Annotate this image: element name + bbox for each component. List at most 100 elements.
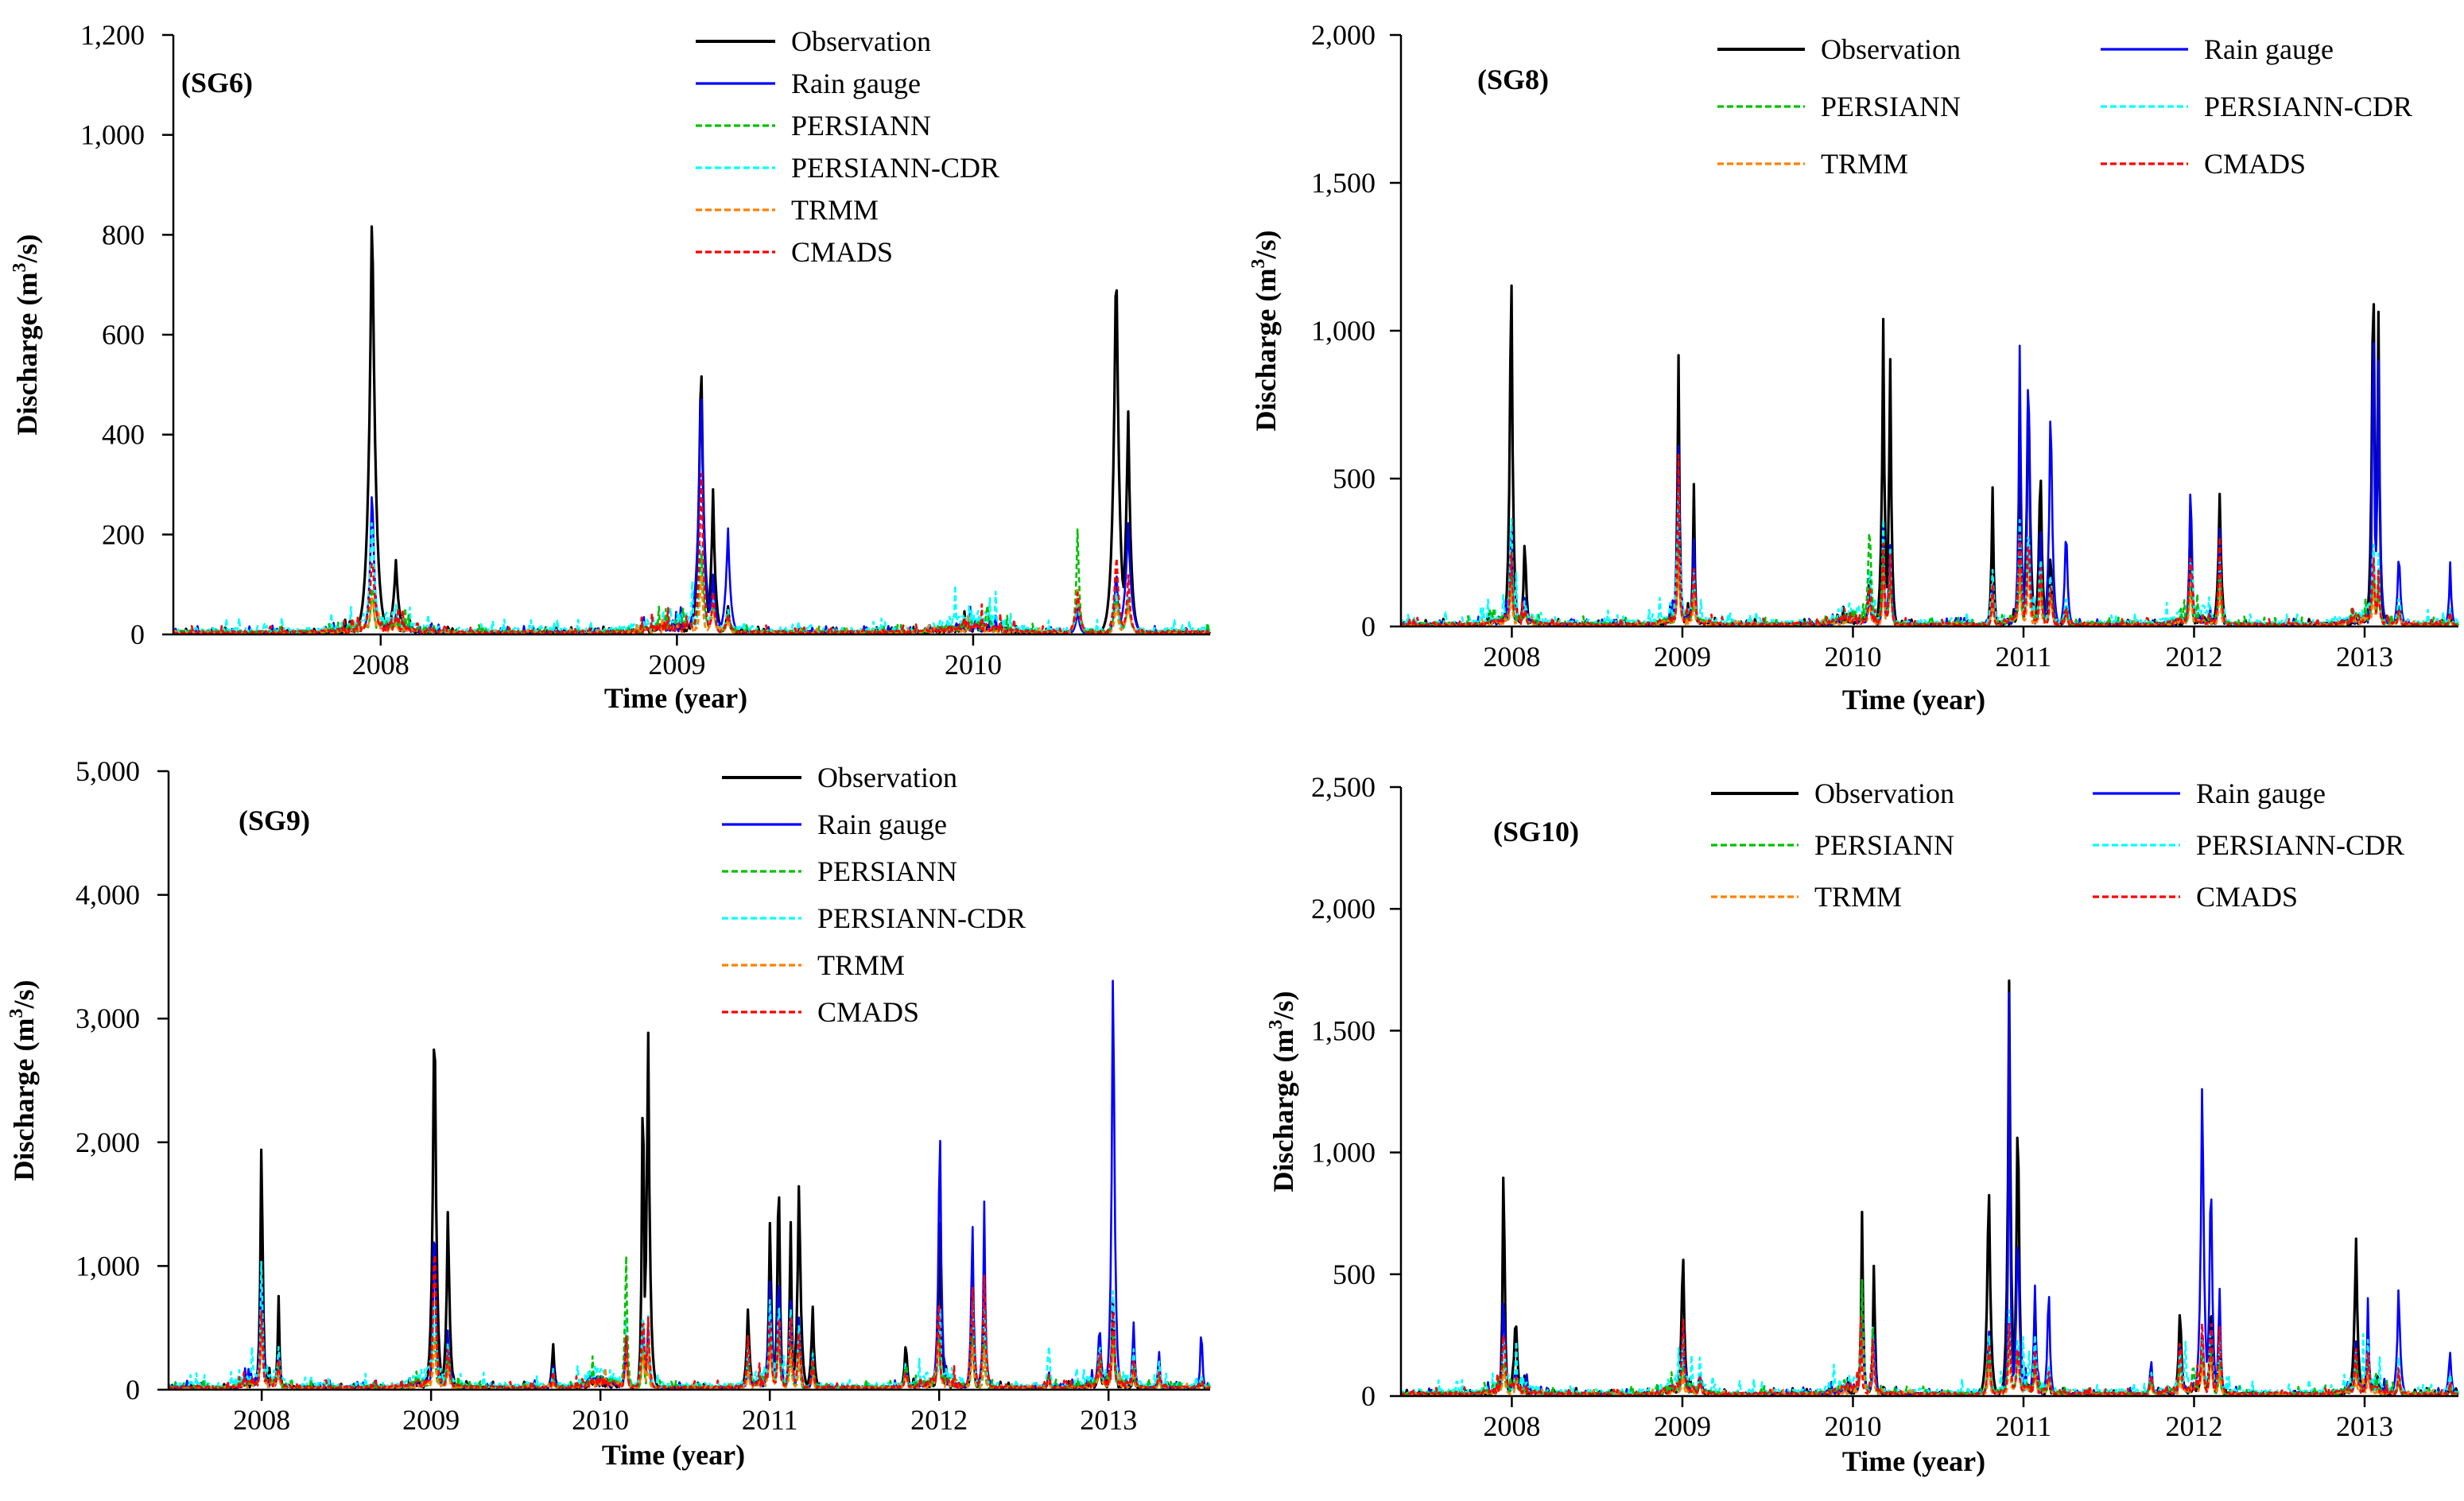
y-tick-label: 1,500 bbox=[1311, 1014, 1376, 1046]
series-line-rain-gauge bbox=[168, 979, 1211, 1390]
x-tick-label: 2011 bbox=[1996, 1410, 2052, 1442]
series-line-observation bbox=[167, 1031, 1211, 1390]
legend-label: Rain gauge bbox=[2204, 33, 2334, 65]
series-line-rain-gauge bbox=[1399, 342, 2459, 627]
legend-label: Observation bbox=[817, 762, 957, 793]
x-tick-label: 2013 bbox=[1080, 1404, 1137, 1436]
x-tick-label: 2010 bbox=[1824, 641, 1881, 673]
chart-panel-sg8: 0 500 1,000 1,500 2,000 2008 2009 2010 2011 2012 2… bbox=[1248, 19, 2460, 716]
legend-label: CMADS bbox=[791, 236, 893, 268]
series-line-persiann-cdr bbox=[1399, 1287, 2460, 1396]
series-line-trmm bbox=[1400, 1336, 2459, 1397]
x-tick-label: 2011 bbox=[1996, 641, 2052, 673]
panel-label: (SG9) bbox=[239, 805, 310, 836]
legend-label: PERSIANN bbox=[791, 110, 931, 142]
y-tick-label: 200 bbox=[102, 518, 145, 550]
legend-label: Rain gauge bbox=[2196, 778, 2326, 809]
y-tick-label: 2,000 bbox=[1311, 893, 1376, 925]
legend-label: Observation bbox=[1821, 33, 1961, 65]
y-tick-label: 800 bbox=[102, 219, 145, 250]
series-line-rain-gauge bbox=[1400, 991, 2459, 1397]
legend-label: TRMM bbox=[817, 949, 905, 981]
legend-label: Observation bbox=[1814, 778, 1954, 809]
series-line-cmads bbox=[173, 472, 1212, 635]
series-line-trmm bbox=[1400, 554, 2459, 627]
x-tick-label: 2008 bbox=[1483, 641, 1540, 673]
y-tick-label: 1,000 bbox=[80, 119, 145, 151]
legend-label: PERSIANN-CDR bbox=[2196, 829, 2404, 861]
y-axis-title: Discharge (m3/s) bbox=[1266, 991, 1299, 1193]
x-axis-title: Time (year) bbox=[604, 682, 747, 714]
x-tick-label: 2012 bbox=[2166, 641, 2223, 673]
x-axis-title: Time (year) bbox=[1842, 684, 1985, 716]
legend: Observation Rain gauge PERSIANN PERSIANN-CD… bbox=[722, 762, 1026, 1028]
legend-label: TRMM bbox=[1814, 881, 1902, 913]
legend: Observation Rain gauge PERSIANN PERSIANN-CD… bbox=[696, 25, 999, 268]
legend-label: CMADS bbox=[2196, 881, 2298, 913]
series-line-persiann bbox=[167, 1255, 1212, 1390]
series-line-persiann-cdr bbox=[1399, 485, 2460, 626]
legend-label: Rain gauge bbox=[817, 809, 947, 840]
y-tick-label: 4,000 bbox=[76, 879, 140, 911]
panel-label: (SG10) bbox=[1493, 816, 1579, 847]
chart-panel-sg9: 0 1,000 2,000 3,000 4,000 5,000 2008 2009 2010 20… bbox=[6, 755, 1212, 1471]
x-tick-label: 2013 bbox=[2336, 641, 2393, 673]
y-tick-label: 0 bbox=[1361, 611, 1376, 642]
y-tick-label: 500 bbox=[1333, 463, 1376, 495]
legend-label: PERSIANN bbox=[817, 855, 957, 887]
y-axis-title: Discharge (m3/s) bbox=[10, 235, 43, 436]
x-tick-label: 2010 bbox=[945, 649, 1002, 681]
legend-label: TRMM bbox=[791, 194, 879, 226]
x-tick-label: 2008 bbox=[233, 1404, 290, 1436]
y-tick-label: 500 bbox=[1333, 1259, 1376, 1290]
x-tick-label: 2011 bbox=[742, 1404, 798, 1436]
x-axis-title: Time (year) bbox=[602, 1439, 745, 1471]
series-line-persiann bbox=[1400, 1278, 2459, 1397]
series-line-persiann-cdr bbox=[168, 1260, 1212, 1390]
series-line-cmads bbox=[168, 1254, 1211, 1390]
legend-label: PERSIANN bbox=[1821, 91, 1961, 122]
legend-label: Observation bbox=[791, 25, 931, 57]
y-tick-label: 5,000 bbox=[76, 755, 140, 787]
legend: Observation Rain gauge PERSIANN PERSIANN-CD… bbox=[1717, 33, 2412, 180]
legend-label: PERSIANN bbox=[1814, 829, 1954, 861]
legend-label: PERSIANN-CDR bbox=[791, 152, 999, 184]
x-tick-label: 2008 bbox=[352, 649, 409, 681]
legend-label: PERSIANN-CDR bbox=[817, 902, 1026, 934]
y-tick-label: 0 bbox=[1361, 1380, 1376, 1412]
series-line-cmads bbox=[1399, 1316, 2459, 1397]
x-tick-label: 2010 bbox=[1824, 1410, 1881, 1442]
x-tick-label: 2013 bbox=[2336, 1410, 2393, 1442]
x-tick-label: 2010 bbox=[572, 1404, 629, 1436]
x-tick-label: 2009 bbox=[1654, 1410, 1711, 1442]
y-tick-label: 1,500 bbox=[1311, 167, 1376, 199]
legend-label: CMADS bbox=[817, 996, 919, 1028]
y-tick-label: 2,500 bbox=[1311, 771, 1376, 803]
y-tick-label: 0 bbox=[130, 619, 145, 650]
x-tick-label: 2012 bbox=[2166, 1410, 2223, 1442]
y-tick-label: 0 bbox=[126, 1374, 140, 1406]
series-line-persiann bbox=[1400, 532, 2459, 627]
x-tick-label: 2008 bbox=[1483, 1410, 1540, 1442]
y-tick-label: 600 bbox=[102, 319, 145, 351]
series-line-observation bbox=[1400, 979, 2459, 1397]
y-tick-label: 2,000 bbox=[76, 1127, 140, 1158]
legend-label: PERSIANN-CDR bbox=[2204, 91, 2412, 122]
series-line-cmads bbox=[1399, 453, 2460, 627]
y-tick-label: 1,000 bbox=[1311, 1137, 1376, 1169]
y-tick-label: 1,200 bbox=[80, 19, 145, 51]
legend: Observation Rain gauge PERSIANN PERSIANN-CD… bbox=[1711, 778, 2404, 913]
y-tick-label: 3,000 bbox=[76, 1003, 140, 1034]
x-axis-title: Time (year) bbox=[1842, 1445, 1985, 1477]
series-line-persiann-cdr bbox=[172, 522, 1211, 634]
y-tick-label: 1,000 bbox=[76, 1250, 140, 1282]
y-tick-label: 1,000 bbox=[1311, 315, 1376, 347]
y-axis-title: Discharge (m3/s) bbox=[1248, 231, 1282, 432]
x-tick-label: 2012 bbox=[910, 1404, 968, 1436]
y-tick-label: 400 bbox=[102, 419, 145, 451]
y-tick-label: 2,000 bbox=[1311, 19, 1376, 51]
legend-label: CMADS bbox=[2204, 148, 2306, 180]
series-line-observation bbox=[1400, 284, 2459, 627]
series-line-observation bbox=[172, 225, 1212, 635]
